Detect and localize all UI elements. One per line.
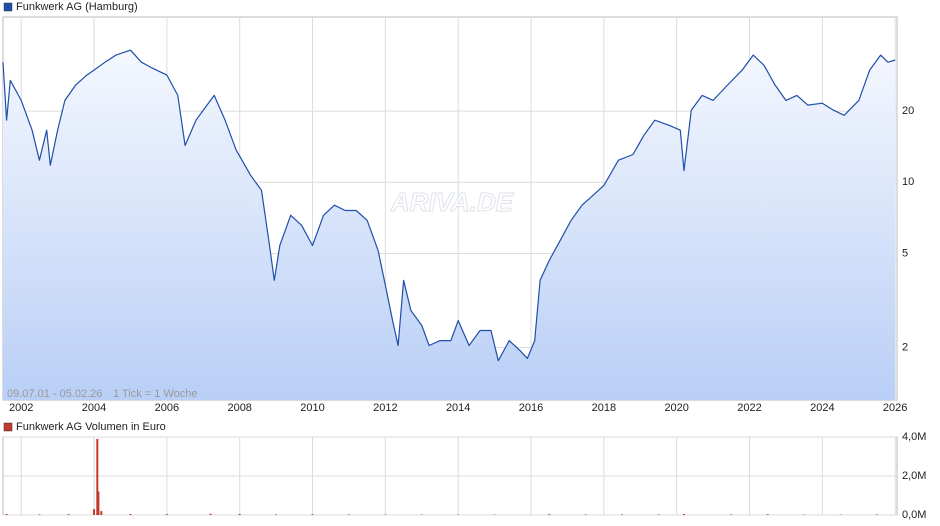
price-line	[2, 49, 896, 362]
x-tick-label: 2026	[883, 402, 907, 414]
x-tick-label: 2008	[227, 402, 251, 414]
x-tick-label: 2022	[737, 402, 761, 414]
x-tick-label: 2002	[9, 402, 33, 414]
volume-bar	[584, 514, 587, 515]
volume-bar	[67, 514, 70, 515]
x-tick-label: 2018	[592, 402, 616, 414]
y-tick-label: 0,0M	[902, 509, 926, 521]
y-tick-label: 2,0M	[902, 470, 926, 482]
legend-swatch	[3, 422, 13, 432]
volume-bar	[38, 514, 41, 515]
volume-bar	[209, 513, 212, 515]
date-range-note: 09.07.01 - 05.02.26	[7, 388, 102, 400]
volume-bar	[275, 514, 278, 515]
volume-bar	[621, 514, 624, 515]
watermark: ARIVA.DE	[390, 187, 514, 217]
panel: 2002 2004 2006 2008 2010 2012 2014 2016 2018 2020…	[2, 1, 914, 414]
volume-bar	[5, 514, 8, 515]
y-tick-label: 10	[902, 176, 914, 188]
volume-bar	[129, 514, 132, 515]
volume-bar	[238, 514, 241, 515]
volume-bar	[682, 514, 685, 515]
volume-bar	[311, 514, 314, 515]
x-tick-label: 2004	[82, 402, 106, 414]
legend-label: Funkwerk AG (Hamburg)	[16, 1, 138, 13]
panel: 0,0M 2,0M 4,0M Funkwerk AG Volumen in Euro	[2, 421, 926, 521]
y-tick-label: 2	[902, 341, 908, 353]
volume-bar	[165, 514, 168, 515]
volume-bar	[657, 514, 660, 515]
volume-bar	[766, 514, 769, 515]
volume-bar	[93, 509, 96, 515]
volume-bar	[100, 511, 103, 515]
volume-bar	[548, 514, 551, 515]
x-tick-label: 2014	[446, 402, 470, 414]
volume-bar	[97, 491, 100, 515]
x-tick-label: 2010	[300, 402, 324, 414]
x-tick-label: 2024	[810, 402, 834, 414]
tick-note: 1 Tick = 1 Woche	[113, 388, 197, 400]
y-tick-label: 5	[902, 247, 908, 259]
x-tick-label: 2020	[664, 402, 688, 414]
legend-swatch	[3, 2, 13, 12]
volume-bar	[730, 514, 733, 515]
legend-label: Funkwerk AG Volumen in Euro	[16, 421, 166, 433]
volume-bar	[96, 438, 99, 515]
volume-bar	[347, 514, 350, 515]
x-tick-label: 2012	[373, 402, 397, 414]
volume-bar	[875, 514, 878, 515]
x-tick-label: 2006	[155, 402, 179, 414]
x-tick-label: 2016	[519, 402, 543, 414]
y-tick-label: 20	[902, 105, 914, 117]
y-tick-label: 4,0M	[902, 431, 926, 443]
area-fill	[3, 50, 896, 400]
